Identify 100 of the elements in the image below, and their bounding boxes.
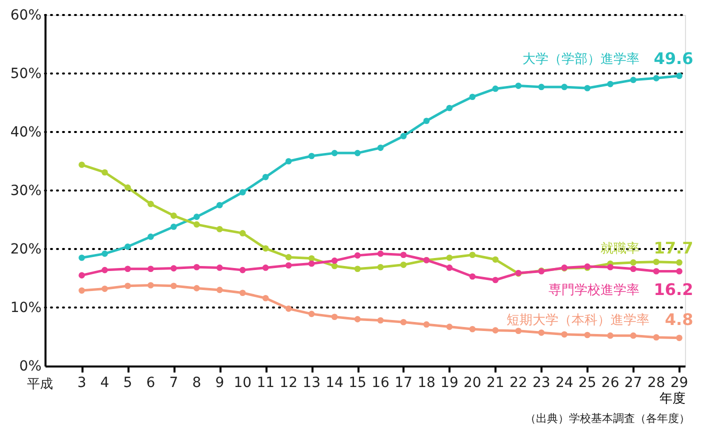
point (377, 264, 384, 270)
point (446, 264, 453, 271)
x-axis-title: 年度 (660, 390, 686, 406)
point (308, 310, 315, 318)
point (216, 202, 223, 208)
point (262, 245, 269, 252)
x-tick-label: 19 (440, 375, 458, 391)
point (308, 260, 315, 267)
point (285, 262, 292, 269)
point (492, 86, 499, 92)
point (262, 174, 269, 180)
point (124, 244, 131, 250)
point (239, 290, 246, 296)
point (124, 184, 131, 191)
x-tick-label: 24 (555, 375, 574, 391)
x-tick-label: 7 (169, 375, 178, 391)
point (308, 255, 315, 262)
x-tick-label: 18 (418, 375, 436, 391)
point (262, 264, 269, 271)
point (239, 189, 246, 196)
point (102, 169, 108, 176)
point (194, 264, 200, 270)
point (285, 254, 292, 260)
x-tick-label: 5 (123, 375, 132, 391)
x-tick-label: 9 (215, 375, 224, 391)
point (124, 282, 131, 290)
x-tick-label: 4 (100, 375, 110, 391)
point (653, 334, 660, 340)
point (102, 250, 108, 257)
point (331, 150, 338, 156)
x-tick-label: 20 (464, 375, 482, 391)
x-tick-label: 8 (192, 375, 202, 391)
series-label: 専門学校進学率 (548, 282, 640, 298)
x-tick-label: 14 (326, 375, 344, 391)
point (469, 94, 476, 100)
point (239, 266, 246, 274)
point (354, 150, 361, 156)
text: 平成 (27, 377, 53, 392)
y-tick-label: 50% (10, 66, 42, 82)
point (446, 254, 453, 261)
x-tick-label: 21 (486, 375, 504, 391)
point (400, 252, 407, 258)
x-tick-label: 3 (77, 375, 86, 391)
point (538, 84, 545, 90)
point (630, 259, 636, 266)
point (561, 331, 568, 338)
point (676, 268, 682, 274)
point (102, 266, 108, 274)
point (194, 285, 200, 292)
x-tick-label: 23 (532, 375, 550, 391)
point (239, 230, 246, 236)
point (148, 200, 154, 208)
point (194, 221, 200, 228)
point (285, 158, 292, 164)
point (653, 75, 660, 82)
point (194, 214, 200, 220)
point (354, 266, 361, 272)
point (446, 324, 453, 330)
point (377, 317, 384, 324)
point (377, 144, 384, 151)
x-tick-label: 22 (509, 375, 528, 391)
x-tick-label: 27 (624, 375, 642, 391)
point (331, 262, 338, 270)
point (653, 258, 660, 266)
point (607, 264, 614, 270)
point (607, 332, 614, 339)
y-tick-label: 40% (10, 124, 42, 140)
point (308, 152, 315, 160)
point (492, 276, 499, 284)
point (423, 321, 430, 328)
point (216, 264, 223, 271)
point (492, 327, 499, 334)
point (561, 84, 568, 90)
x-tick-label: 10 (234, 375, 252, 391)
point (331, 258, 338, 264)
point (262, 294, 269, 302)
point (170, 212, 177, 219)
point (148, 266, 154, 272)
point (78, 272, 85, 278)
y-tick-label: 10% (10, 300, 42, 316)
point (676, 334, 682, 342)
x-tick-label: 29 (670, 375, 688, 391)
point (515, 82, 522, 89)
point (676, 72, 682, 79)
point (653, 268, 660, 274)
point (285, 306, 292, 312)
point (124, 266, 131, 272)
data-label: 49.6 (654, 48, 694, 68)
point (584, 84, 590, 92)
series-label: 短期大学（本科）進学率 (506, 312, 650, 328)
point (469, 326, 476, 332)
point (170, 265, 177, 272)
point (584, 332, 590, 338)
point (216, 286, 223, 294)
point (78, 162, 85, 168)
x-tick-label: 28 (647, 375, 666, 391)
point (216, 226, 223, 232)
point (102, 286, 108, 292)
y-tick-label: 60% (10, 8, 42, 24)
point (148, 282, 154, 288)
